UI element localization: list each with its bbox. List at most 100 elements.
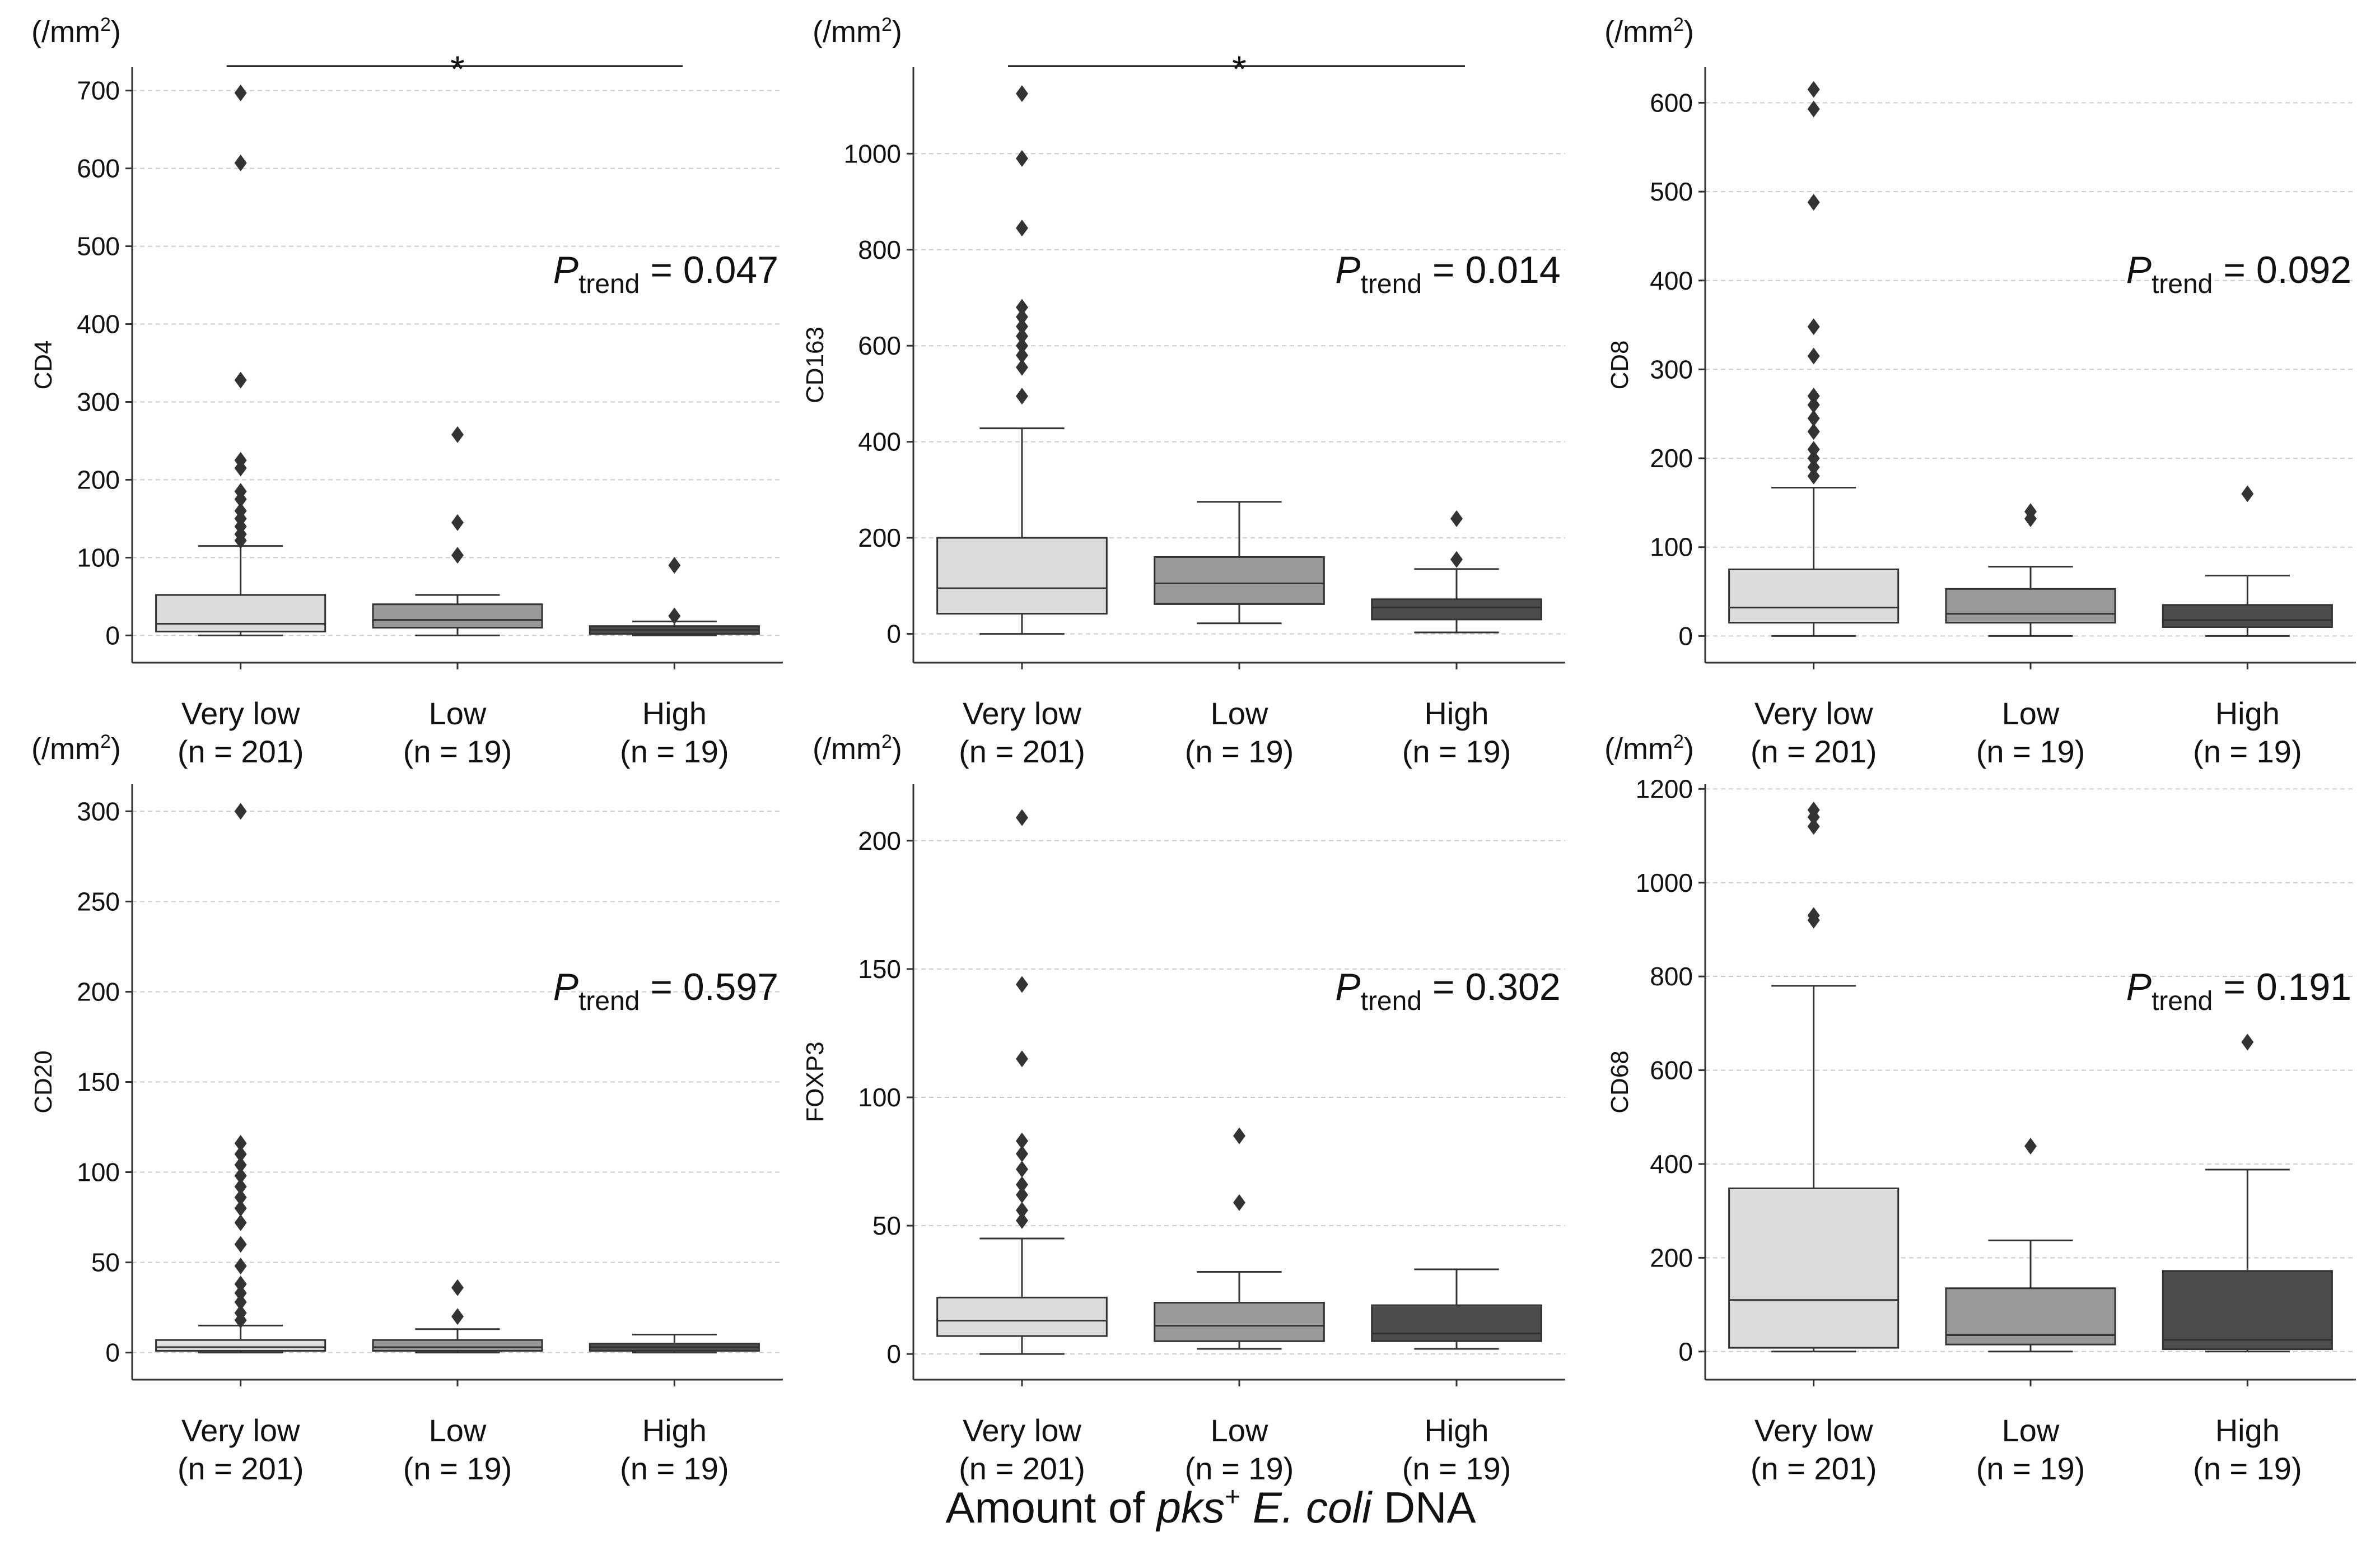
y-tick-label: 200 xyxy=(77,465,120,494)
box-very-low xyxy=(1728,81,1900,637)
unit-label-prefix: (/mm xyxy=(1604,732,1673,766)
y-tick-label: 200 xyxy=(1650,444,1693,473)
y-tick-label: 0 xyxy=(1678,621,1693,650)
x-axis-title-plus: + xyxy=(1225,1482,1240,1512)
p-trend-subscript: trend xyxy=(578,269,640,299)
outlier-point xyxy=(234,1275,247,1293)
x-category-label: High xyxy=(1424,696,1488,731)
box-very-low xyxy=(936,809,1108,1355)
y-tick-label: 400 xyxy=(858,427,901,457)
y-tick-label: 500 xyxy=(1650,177,1693,206)
unit-label-prefix: (/mm xyxy=(813,732,881,766)
outlier-point xyxy=(234,803,247,820)
outlier-point xyxy=(1016,318,1028,335)
box-very-low xyxy=(155,84,326,636)
y-tick-label: 400 xyxy=(77,310,120,339)
significance-star: * xyxy=(1232,48,1247,90)
outlier-point xyxy=(234,154,247,171)
outlier-point xyxy=(1807,818,1820,835)
x-count-label: (n = 19) xyxy=(1185,734,1294,769)
box-low xyxy=(1945,503,2116,637)
x-count-label: (n = 19) xyxy=(2193,734,2302,769)
outlier-point xyxy=(234,1146,247,1163)
box-low xyxy=(372,426,543,636)
unit-label: (/mm2) xyxy=(813,14,902,49)
x-category-label: Very low xyxy=(1754,1413,1873,1448)
y-tick-label: 600 xyxy=(858,331,901,360)
outlier-point xyxy=(234,1167,247,1185)
outlier-point xyxy=(234,1189,247,1206)
box-iqr xyxy=(155,594,326,632)
outlier-point xyxy=(234,1236,247,1253)
box-iqr xyxy=(1154,1302,1325,1342)
y-tick-label: 0 xyxy=(886,620,901,649)
y-axis-label: CD163 xyxy=(801,327,829,403)
outlier-point xyxy=(234,502,247,520)
x-count-label: (n = 19) xyxy=(1976,734,2085,769)
x-category-label: Low xyxy=(1211,1413,1268,1448)
box-very-low xyxy=(155,803,326,1354)
outlier-point xyxy=(1807,458,1820,476)
outlier-point xyxy=(2024,1138,2037,1155)
y-tick-label: 50 xyxy=(872,1211,901,1240)
y-tick-label: 300 xyxy=(77,797,120,826)
unit-label-sup: 2 xyxy=(100,14,111,35)
unit-label-sup: 2 xyxy=(100,731,111,752)
x-category-label: High xyxy=(2215,696,2280,731)
unit-label-suffix: ) xyxy=(1684,732,1694,766)
outlier-point xyxy=(1807,396,1820,413)
y-tick-label: 1000 xyxy=(844,139,901,168)
x-count-label: (n = 19) xyxy=(1402,1451,1511,1486)
y-tick-label: 800 xyxy=(858,235,901,264)
unit-label-suffix: ) xyxy=(111,732,121,766)
x-count-label: (n = 201) xyxy=(1751,1451,1877,1486)
x-count-label: (n = 19) xyxy=(620,734,729,769)
x-count-label: (n = 201) xyxy=(178,1451,304,1486)
outlier-point xyxy=(451,1279,464,1296)
outlier-point xyxy=(1016,1186,1028,1204)
outlier-point xyxy=(1807,441,1820,458)
outlier-point xyxy=(1807,347,1820,365)
p-trend-value: = 0.302 xyxy=(1422,966,1561,1008)
outlier-point xyxy=(1807,100,1820,118)
x-count-label: (n = 201) xyxy=(178,734,304,769)
y-tick-label: 200 xyxy=(77,977,120,1006)
p-trend-value: = 0.092 xyxy=(2213,249,2351,291)
y-tick-label: 400 xyxy=(1650,1149,1693,1179)
box-iqr xyxy=(1728,1188,1900,1349)
outlier-point xyxy=(234,1178,247,1195)
x-axis-title: Amount of pks+ E. coli DNA xyxy=(945,1482,1476,1532)
y-tick-label: 800 xyxy=(1650,962,1693,991)
unit-label-prefix: (/mm xyxy=(31,15,100,49)
p-trend-symbol: P xyxy=(1335,249,1360,291)
outlier-point xyxy=(234,371,247,389)
y-tick-label: 100 xyxy=(77,1158,120,1187)
x-category-label: Very low xyxy=(181,1413,300,1448)
outlier-point xyxy=(2241,1033,2254,1051)
y-tick-label: 1200 xyxy=(1636,774,1693,803)
y-tick-label: 500 xyxy=(77,232,120,261)
outlier-point xyxy=(1807,388,1820,405)
p-trend-subscript: trend xyxy=(1361,986,1422,1016)
outlier-point xyxy=(1016,1176,1028,1193)
outlier-point xyxy=(234,1284,247,1302)
outlier-point xyxy=(234,1214,247,1231)
outlier-point xyxy=(1233,1194,1245,1211)
box-high xyxy=(2162,485,2333,637)
outlier-point xyxy=(1016,1132,1028,1149)
unit-label-sup: 2 xyxy=(881,731,892,752)
box-iqr xyxy=(372,603,543,628)
box-iqr xyxy=(1154,556,1325,605)
p-trend-label: Ptrend = 0.302 xyxy=(1335,966,1560,1016)
y-tick-label: 0 xyxy=(105,621,120,650)
outlier-point xyxy=(1016,308,1028,325)
y-tick-label: 0 xyxy=(1678,1337,1693,1366)
outlier-point xyxy=(234,1135,247,1152)
outlier-point xyxy=(668,557,681,574)
box-high xyxy=(1371,1268,1542,1350)
outlier-point xyxy=(234,1293,247,1311)
unit-label: (/mm2) xyxy=(31,14,121,49)
x-category-label: Very low xyxy=(963,696,1081,731)
